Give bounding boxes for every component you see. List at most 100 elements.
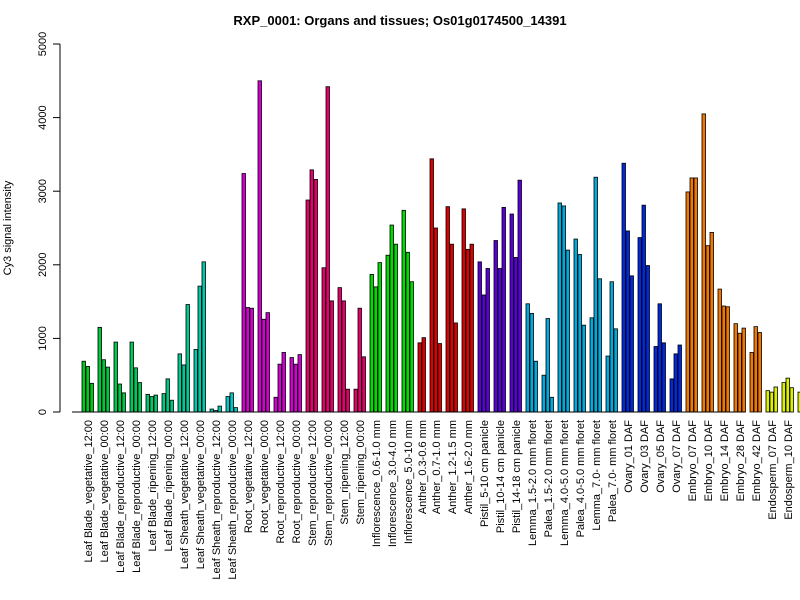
x-tick-label: Stem_ripening_12:00 xyxy=(339,420,351,525)
bar xyxy=(97,326,102,413)
x-tick-labels: Leaf Blade_vegetative_12:00 Leaf Blade_ve… xyxy=(83,420,800,580)
bar xyxy=(653,346,658,413)
bar xyxy=(309,169,314,413)
bar xyxy=(477,261,482,413)
bar xyxy=(361,356,366,413)
bar xyxy=(685,191,690,413)
bar xyxy=(373,286,378,413)
x-tick-label: Ovary_07 DAF xyxy=(671,420,683,493)
x-tick-label: Embryo_10 DAF xyxy=(703,420,715,502)
bar xyxy=(337,287,342,413)
bar xyxy=(721,305,726,413)
bar xyxy=(549,396,554,413)
bar xyxy=(449,243,454,413)
bar xyxy=(137,382,142,413)
bar xyxy=(541,374,546,413)
x-tick-label: Stem_ripening_00:00 xyxy=(355,420,367,525)
bar xyxy=(89,382,94,413)
bar xyxy=(261,318,266,413)
bar xyxy=(501,206,506,413)
x-tick-label: Embryo_42 DAF xyxy=(751,420,763,502)
bars-group xyxy=(81,80,800,413)
x-tick-label: Anther_1.6-2.0 mm xyxy=(463,420,475,514)
x-tick-label: Ovary_03 DAF xyxy=(639,420,651,493)
bar xyxy=(305,199,310,413)
x-tick-label: Leaf Sheath_vegetative_12:00 xyxy=(179,420,191,569)
x-tick-label: Endosperm_14 DAF xyxy=(799,420,800,520)
bar xyxy=(513,257,518,413)
bar xyxy=(593,176,598,413)
bar xyxy=(677,344,682,413)
bar xyxy=(377,262,382,413)
bar xyxy=(785,377,790,413)
bar xyxy=(249,307,254,413)
bar xyxy=(145,393,150,413)
bar xyxy=(85,365,90,413)
bar xyxy=(121,392,126,413)
x-tick-label: Stem_reproductive_00:00 xyxy=(323,420,335,546)
x-tick-label: Leaf Blade_vegetative_00:00 xyxy=(99,420,111,563)
bar xyxy=(481,294,486,413)
x-tick-label: Leaf Blade_vegetative_12:00 xyxy=(83,420,95,563)
bar xyxy=(533,360,538,413)
bar xyxy=(277,363,282,413)
bar xyxy=(637,237,642,413)
bar xyxy=(701,113,706,413)
bar xyxy=(757,332,762,413)
x-tick-label: Leaf Blade_ripening_00:00 xyxy=(163,420,175,552)
bar xyxy=(129,341,134,413)
y-axis-label: Cy3 signal intensity xyxy=(2,180,14,275)
bar xyxy=(565,249,570,413)
bar xyxy=(341,300,346,413)
bar xyxy=(117,383,122,413)
bar xyxy=(313,179,318,413)
x-tick-label: Inflorescence_3.0-4.0 mm xyxy=(387,420,399,547)
bar xyxy=(657,303,662,413)
bar xyxy=(561,205,566,413)
x-tick-label: Inflorescence_0.6-1.0 mm xyxy=(371,420,383,547)
x-tick-label: Root_vegetative_00:00 xyxy=(259,420,271,533)
bar xyxy=(329,300,334,413)
bar xyxy=(169,399,174,413)
bar xyxy=(645,265,650,413)
bar xyxy=(453,322,458,413)
bar xyxy=(789,387,794,413)
bar xyxy=(529,312,534,413)
bar xyxy=(589,317,594,413)
bar xyxy=(609,281,614,413)
bar xyxy=(233,407,238,413)
bar xyxy=(197,285,202,413)
x-tick-label: Palea_1.5-2.0 mm floret xyxy=(543,420,555,537)
bar xyxy=(113,341,118,413)
bar xyxy=(369,273,374,413)
bar xyxy=(525,303,530,413)
bar xyxy=(705,245,710,413)
chart-title: RXP_0001: Organs and tissues; Os01g01745… xyxy=(233,13,566,28)
bar xyxy=(241,173,246,413)
bar xyxy=(605,355,610,413)
x-tick-label: Leaf Sheath_reproductive_12:00 xyxy=(211,420,223,580)
bar xyxy=(421,337,426,413)
bar xyxy=(265,312,270,413)
bar xyxy=(673,353,678,413)
x-tick-label: Leaf Blade_ripening_12:00 xyxy=(147,420,159,552)
bar xyxy=(445,206,450,413)
bar xyxy=(725,306,730,413)
bar xyxy=(149,396,154,413)
bar xyxy=(737,332,742,413)
y-tick-label: 1000 xyxy=(37,326,49,350)
x-tick-label: Embryo_28 DAF xyxy=(735,420,747,502)
bar xyxy=(225,396,230,413)
bar xyxy=(765,390,770,413)
bar xyxy=(577,254,582,413)
bar xyxy=(741,327,746,413)
x-tick-label: Leaf Sheath_reproductive_00:00 xyxy=(227,420,239,580)
y-axis: 0 1000 2000 3000 4000 5000 xyxy=(37,32,61,415)
bar xyxy=(497,268,502,413)
bar xyxy=(461,208,466,413)
bar xyxy=(573,238,578,413)
bar xyxy=(153,394,158,413)
x-tick-label: Lemma_7.0- mm floret xyxy=(591,420,603,531)
x-tick-label: Palea_4.0-5.0 mm floret xyxy=(575,420,587,537)
x-tick-label: Leaf Sheath_vegetative_00:00 xyxy=(195,420,207,569)
